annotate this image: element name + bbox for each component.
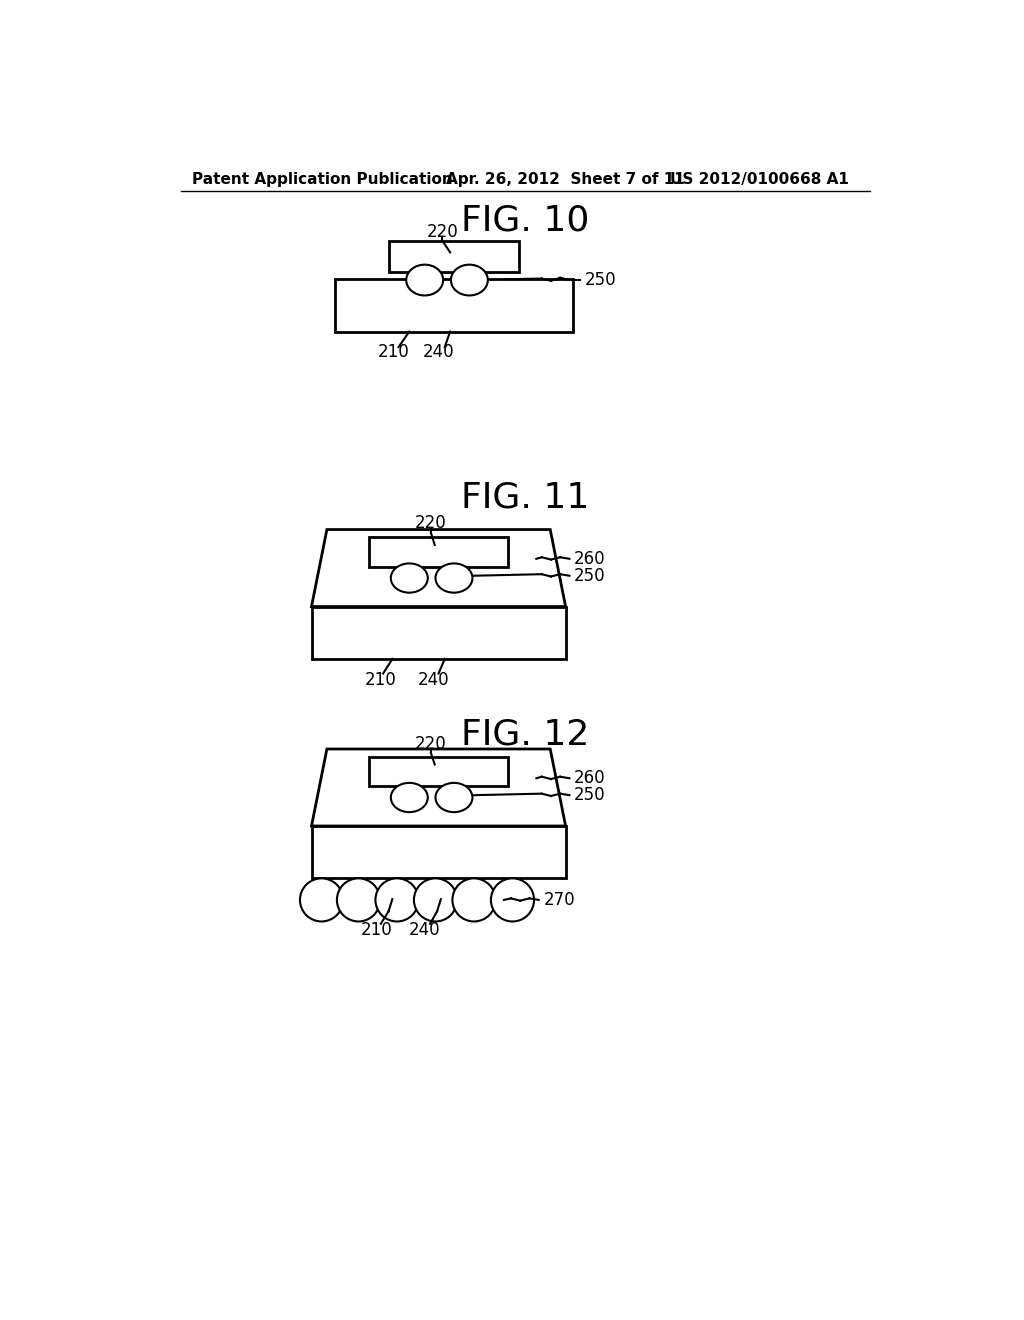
Text: FIG. 10: FIG. 10	[461, 203, 589, 238]
Text: 260: 260	[574, 550, 606, 568]
Bar	[370, 756, 508, 785]
Ellipse shape	[453, 878, 496, 921]
Text: 260: 260	[574, 770, 606, 787]
Bar	[311, 826, 565, 878]
Ellipse shape	[490, 878, 535, 921]
Bar	[335, 280, 573, 331]
Text: 240: 240	[409, 921, 440, 939]
Ellipse shape	[376, 878, 419, 921]
Ellipse shape	[337, 878, 380, 921]
Text: 250: 250	[574, 787, 606, 804]
Ellipse shape	[391, 783, 428, 812]
Text: 210: 210	[365, 671, 396, 689]
Text: 220: 220	[415, 515, 446, 532]
Text: US 2012/0100668 A1: US 2012/0100668 A1	[670, 172, 849, 186]
Ellipse shape	[435, 564, 472, 593]
Polygon shape	[311, 529, 565, 607]
Text: FIG. 11: FIG. 11	[461, 480, 589, 515]
Polygon shape	[311, 748, 565, 826]
Text: 210: 210	[378, 343, 410, 362]
Text: 250: 250	[574, 566, 606, 585]
Bar	[311, 607, 565, 659]
Text: FIG. 12: FIG. 12	[461, 717, 589, 751]
Ellipse shape	[435, 783, 472, 812]
Bar	[388, 240, 519, 272]
Text: 220: 220	[427, 223, 459, 240]
Text: 270: 270	[544, 891, 574, 909]
Ellipse shape	[300, 878, 343, 921]
Text: 220: 220	[415, 735, 446, 752]
Text: 240: 240	[423, 343, 455, 362]
Bar	[370, 537, 508, 566]
Text: 250: 250	[585, 271, 616, 289]
Ellipse shape	[407, 264, 443, 296]
Ellipse shape	[391, 564, 428, 593]
Text: Apr. 26, 2012  Sheet 7 of 11: Apr. 26, 2012 Sheet 7 of 11	[446, 172, 685, 186]
Text: 210: 210	[361, 921, 393, 939]
Ellipse shape	[451, 264, 487, 296]
Text: Patent Application Publication: Patent Application Publication	[193, 172, 453, 186]
Ellipse shape	[414, 878, 457, 921]
Text: 240: 240	[418, 671, 449, 689]
